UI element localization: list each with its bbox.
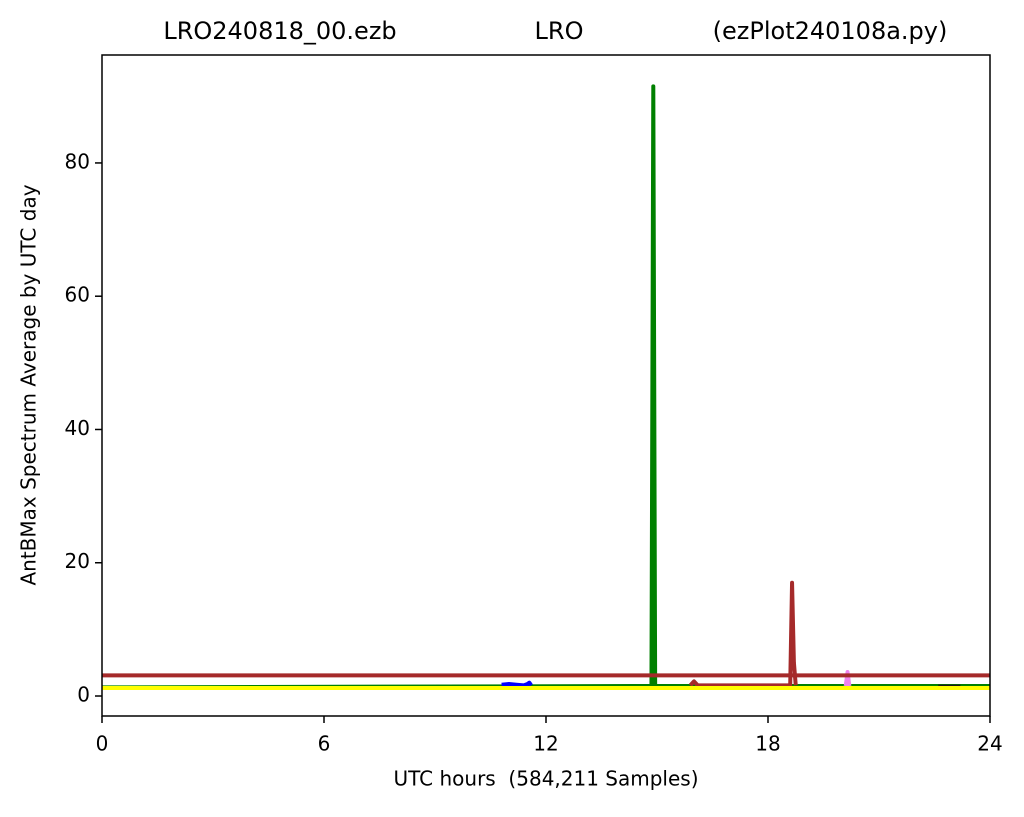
data-line [843,670,852,687]
y-tick-label: 0 [77,683,90,707]
x-axis-label: UTC hours (584,211 Samples) [393,767,698,791]
x-tick-label: 18 [755,732,780,756]
chart-title-right: (ezPlot240108a.py) [713,17,948,45]
chart-title-left: LRO240818_00.ezb [163,17,396,45]
x-tick-label: 12 [533,732,558,756]
y-tick-label: 60 [65,283,90,307]
y-tick-label: 20 [65,549,90,573]
x-tick-label: 6 [318,732,331,756]
y-axis-label: AntBMax Spectrum Average by UTC day [17,184,41,585]
y-tick-label: 40 [65,416,90,440]
y-tick-label: 80 [65,149,90,173]
chart-title: LRO [535,17,584,45]
x-tick-label: 0 [96,732,109,756]
x-tick-label: 24 [977,732,1002,756]
data-line [688,580,798,688]
data-line [501,680,533,688]
